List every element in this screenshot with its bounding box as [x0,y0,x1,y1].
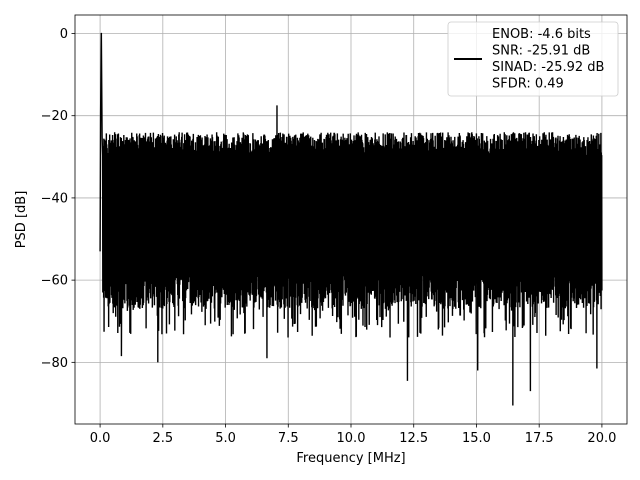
legend-entry: ENOB: -4.6 bits [492,27,591,42]
x-tick-label: 2.5 [152,431,173,446]
y-axis-ticks: 0 −20 −40 −60 −80 [41,27,75,371]
y-tick-label: 0 [60,27,68,42]
y-tick-label: −40 [41,191,68,206]
psd-band-core [108,156,602,260]
x-tick-label: 20.0 [587,431,616,446]
legend-entry: SNR: -25.91 dB [492,44,590,59]
x-tick-label: 10.0 [337,431,366,446]
x-tick-label: 0.0 [90,431,111,446]
x-tick-label: 17.5 [525,431,554,446]
y-axis-label: PSD [dB] [14,191,29,249]
psd-series [99,32,603,406]
y-tick-label: −60 [41,274,68,289]
psd-line [99,33,603,406]
x-tick-label: 15.0 [462,431,491,446]
x-axis-ticks: 0.0 2.5 5.0 7.5 10.0 12.5 15.0 17.5 20.0 [90,424,616,446]
x-tick-label: 5.0 [215,431,236,446]
y-tick-label: −80 [41,356,68,371]
legend-entry: SFDR: 0.49 [492,77,564,92]
x-tick-label: 12.5 [399,431,428,446]
legend-entry: SINAD: -25.92 dB [492,60,604,75]
psd-peak-point [100,32,103,35]
x-tick-label: 7.5 [278,431,299,446]
y-tick-label: −20 [41,109,68,124]
legend-box [447,21,619,97]
x-axis-label: Frequency [MHz] [296,451,405,466]
